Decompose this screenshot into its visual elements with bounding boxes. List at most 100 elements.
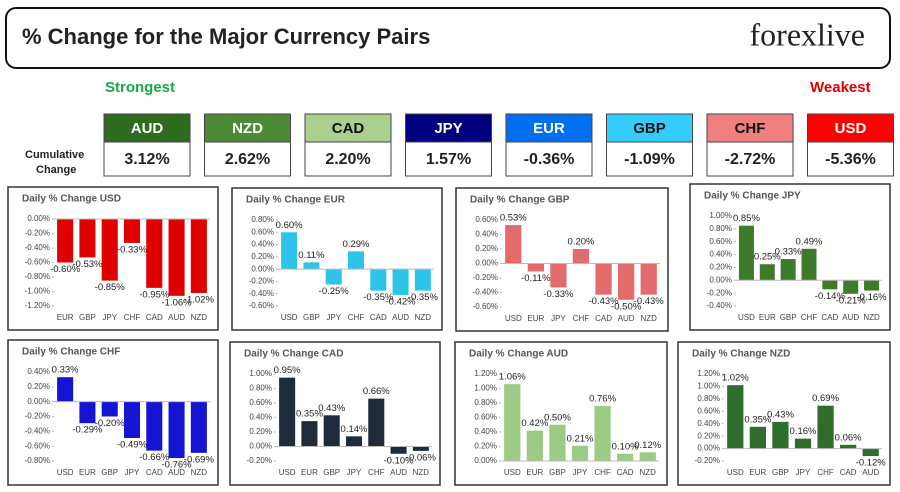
y-tick-label: 0.80% [249, 384, 272, 393]
chart: Daily % Change NZD 1.20% 1.00% 0.80% 0.60% 0.… [677, 341, 891, 486]
x-tick-label: CAD [840, 468, 857, 477]
x-tick-label: USD [504, 468, 521, 477]
bar [412, 446, 429, 451]
y-tick-label: 0.20% [251, 252, 274, 261]
x-tick-label: GBP [549, 468, 566, 477]
value-label: 0.20% [568, 237, 595, 248]
y-tick-label: -0.40% [707, 301, 732, 310]
x-tick-label: AUD [168, 313, 185, 322]
x-tick-label: JPY [573, 468, 588, 477]
value-label: 0.35% [296, 409, 323, 420]
currency-change: 1.57% [426, 151, 471, 168]
y-tick-label: 0.00% [249, 442, 272, 451]
bar [123, 401, 141, 439]
value-label: -0.11% [521, 273, 551, 284]
bar [101, 219, 118, 281]
y-tick-label: -0.40% [25, 243, 50, 252]
x-tick-label: AUD [168, 468, 185, 477]
bar [279, 377, 296, 447]
x-tick-label: NZD [639, 468, 656, 477]
logo: forexlive [750, 16, 866, 52]
x-tick-label: NZD [191, 468, 208, 477]
y-tick-label: -0.20% [25, 229, 50, 238]
y-tick-label: -0.40% [25, 426, 50, 435]
value-label: 0.85% [733, 213, 760, 224]
currency-header-cell [405, 113, 492, 143]
value-label: -0.33% [117, 244, 148, 255]
bar [57, 219, 74, 263]
x-tick-label: EUR [57, 313, 74, 322]
chart: Daily % Change GBP 0.60% 0.40% 0.20% 0.00% -0… [455, 187, 669, 332]
y-tick-label: 0.20% [475, 244, 498, 253]
currency-value-cell [606, 141, 693, 177]
value-label: -0.53% [72, 259, 103, 270]
y-tick-label: 0.00% [27, 397, 50, 406]
x-tick-label: CHF [348, 313, 365, 322]
currency-value-cell [807, 141, 894, 177]
value-label: 0.25% [754, 252, 781, 263]
currency-name: CAD [332, 120, 365, 137]
currency-value-cell [405, 141, 492, 177]
y-tick-label: 0.80% [709, 224, 732, 233]
x-tick-label: CAD [821, 313, 838, 322]
bar [526, 430, 543, 461]
value-label: -0.43% [589, 296, 620, 307]
currency-value-cell [304, 141, 392, 177]
chart-title: Daily % Change CHF [22, 347, 120, 358]
x-tick-label: GBP [323, 468, 340, 477]
bar [738, 225, 754, 281]
value-label: 0.42% [521, 418, 548, 429]
y-tick-label: 0.60% [475, 215, 498, 224]
bar [594, 405, 611, 461]
currency-change: -5.36% [825, 151, 876, 168]
y-tick-label: 0.00% [474, 456, 497, 465]
value-label: -0.50% [611, 301, 642, 312]
value-label: -0.12% [856, 458, 887, 469]
x-tick-label: CAD [146, 468, 163, 477]
currency-header-cell [606, 113, 693, 143]
bar [571, 445, 589, 461]
x-tick-label: CAD [617, 468, 634, 477]
x-tick-label: CAD [595, 314, 612, 323]
chart-title: Daily % Change AUD [469, 349, 568, 360]
y-tick-label: 0.40% [709, 250, 732, 259]
bar [840, 444, 857, 449]
value-label: -0.85% [95, 282, 126, 293]
value-label: -0.20% [95, 418, 126, 429]
x-tick-label: CHF [817, 468, 834, 477]
x-tick-label: GBP [101, 468, 118, 477]
value-label: 0.76% [589, 393, 616, 404]
chart-frame [689, 183, 891, 331]
y-tick-label: -0.20% [247, 456, 272, 465]
x-tick-label: AUD [842, 313, 859, 322]
y-tick-label: 0.40% [251, 240, 274, 249]
bar [323, 415, 340, 447]
y-tick-label: -0.40% [473, 288, 498, 297]
bar [168, 219, 185, 296]
y-tick-label: 0.60% [697, 406, 720, 415]
currency-name: AUD [131, 120, 164, 137]
bar [123, 219, 141, 243]
y-tick-label: 0.40% [475, 230, 498, 239]
value-label: 0.66% [363, 386, 390, 397]
y-tick-label: 0.40% [474, 427, 497, 436]
x-tick-label: EUR [749, 468, 766, 477]
value-label: -0.69% [184, 454, 215, 465]
value-label: -0.14% [815, 291, 846, 302]
y-tick-label: 0.00% [709, 275, 732, 284]
x-tick-label: CHF [594, 468, 611, 477]
x-tick-label: NZD [191, 313, 208, 322]
chart-title: Daily % Change NZD [692, 349, 790, 360]
x-tick-label: JPY [796, 468, 811, 477]
value-label: 0.35% [744, 414, 771, 425]
chart: Daily % Change JPY 1.00% 0.80% 0.60% 0.40% 0.… [689, 183, 891, 331]
y-tick-label: 1.00% [249, 369, 272, 378]
y-tick-label: 0.80% [251, 215, 274, 224]
currency-header-cell [505, 113, 593, 143]
chart-title: Daily % Change EUR [246, 195, 346, 206]
row-label-text: Cumulative Change [25, 149, 84, 176]
bar [190, 401, 207, 453]
value-label: 1.02% [722, 373, 749, 384]
x-tick-label: GBP [79, 313, 96, 322]
y-tick-label: -0.40% [249, 289, 274, 298]
